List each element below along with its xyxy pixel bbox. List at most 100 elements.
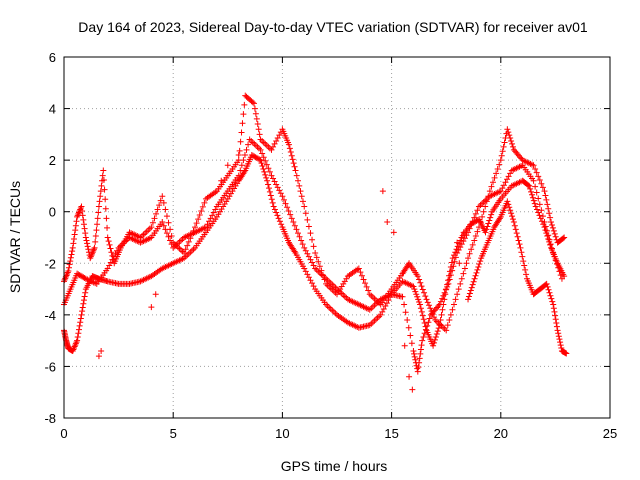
data-point — [411, 350, 418, 357]
data-point — [262, 171, 269, 178]
data-point — [543, 227, 550, 234]
data-point — [557, 342, 564, 349]
data-point — [291, 222, 298, 229]
data-point — [416, 276, 423, 283]
data-point — [260, 165, 267, 172]
data-point — [494, 165, 501, 172]
data-point — [554, 327, 561, 334]
data-point — [103, 215, 110, 222]
data-point — [287, 149, 294, 156]
data-point — [552, 312, 559, 319]
data-point — [298, 237, 305, 244]
data-point — [258, 160, 265, 167]
data-point — [293, 226, 300, 233]
data-point — [418, 283, 425, 290]
data-point — [414, 273, 421, 280]
data-point — [390, 229, 397, 236]
data-point — [204, 221, 211, 228]
data-point — [80, 297, 87, 304]
data-point — [259, 150, 266, 157]
data-point — [414, 365, 421, 372]
data-point — [66, 261, 73, 268]
data-point — [513, 230, 520, 237]
data-point — [399, 293, 406, 300]
data-point — [473, 269, 480, 276]
data-point — [448, 259, 455, 266]
data-point — [474, 266, 481, 273]
data-point — [287, 211, 294, 218]
data-point — [505, 173, 512, 180]
data-point — [152, 291, 159, 298]
data-point — [289, 156, 296, 163]
data-point — [466, 225, 473, 232]
data-point — [475, 203, 482, 210]
data-point — [461, 265, 468, 272]
y-tick-label: -4 — [44, 308, 56, 323]
data-point — [447, 311, 454, 318]
data-point — [530, 162, 537, 169]
x-tick-label: 20 — [494, 426, 508, 441]
data-point — [299, 198, 306, 205]
data-point — [404, 317, 411, 324]
data-point — [64, 270, 71, 277]
data-point — [262, 157, 269, 164]
data-point — [409, 386, 416, 393]
y-tick-label: -6 — [44, 359, 56, 374]
data-point — [252, 110, 259, 117]
data-point — [248, 137, 255, 144]
data-point — [553, 319, 560, 326]
data-point — [295, 230, 301, 237]
data-point — [482, 229, 489, 236]
data-point — [79, 212, 86, 219]
data-point — [181, 249, 188, 256]
data-point — [261, 168, 268, 175]
data-point — [430, 342, 437, 349]
data-point — [506, 204, 513, 211]
data-point — [499, 185, 506, 192]
data-point — [302, 210, 309, 217]
data-point — [105, 238, 112, 245]
data-point — [304, 216, 311, 223]
data-point — [153, 210, 160, 217]
data-point — [301, 244, 308, 251]
data-point — [307, 230, 314, 237]
data-point — [474, 207, 481, 214]
data-point — [523, 271, 530, 278]
data-point — [148, 304, 155, 311]
data-point — [442, 286, 449, 293]
data-point — [84, 240, 91, 247]
data-point — [467, 287, 474, 294]
data-point — [544, 233, 551, 240]
data-point — [267, 192, 274, 199]
data-point — [519, 253, 526, 260]
data-point — [415, 296, 422, 303]
data-point — [527, 185, 534, 192]
data-point — [558, 345, 565, 352]
data-point — [530, 197, 537, 204]
data-point — [165, 233, 172, 240]
data-point — [469, 281, 476, 288]
data-point — [72, 342, 79, 349]
data-point — [443, 327, 450, 334]
data-point — [100, 167, 107, 174]
data-point — [536, 212, 543, 219]
data-point — [235, 151, 242, 158]
data-point — [538, 180, 545, 187]
data-point — [297, 188, 304, 195]
data-point — [518, 249, 525, 256]
data-point — [410, 347, 417, 354]
data-point — [291, 163, 298, 170]
data-point — [238, 162, 245, 169]
data-point — [522, 266, 529, 273]
data-point — [274, 212, 281, 219]
data-point — [380, 305, 387, 312]
data-point — [167, 237, 174, 244]
data-point — [493, 170, 500, 177]
x-tick-label: 10 — [275, 426, 289, 441]
data-point — [178, 247, 184, 254]
data-point — [358, 272, 365, 279]
data-point — [68, 251, 75, 258]
data-point — [142, 230, 149, 237]
data-point — [421, 289, 428, 296]
data-point — [143, 228, 150, 235]
